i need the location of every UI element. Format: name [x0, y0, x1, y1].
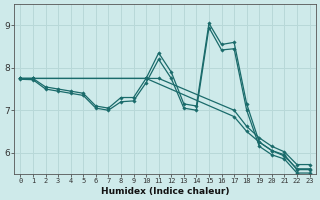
X-axis label: Humidex (Indice chaleur): Humidex (Indice chaleur) [101, 187, 229, 196]
